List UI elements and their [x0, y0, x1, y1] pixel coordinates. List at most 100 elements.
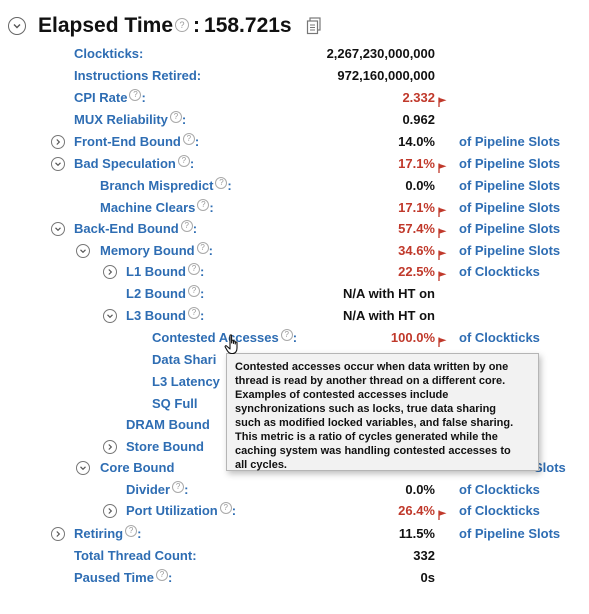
metric-label-text[interactable]: SQ Full: [152, 396, 198, 411]
metric-label-text[interactable]: Bad Speculation: [74, 156, 176, 171]
label-colon: :: [292, 330, 298, 345]
copy-icon[interactable]: [306, 17, 322, 35]
chevron-down-icon[interactable]: [76, 244, 90, 258]
metric-label[interactable]: Store Bound: [126, 437, 204, 457]
metric-label-text[interactable]: Store Bound: [126, 439, 204, 454]
help-icon[interactable]: ?: [196, 241, 209, 254]
metric-label-text[interactable]: Data Shari: [152, 352, 217, 367]
warning-flag-icon: [438, 159, 447, 173]
help-icon[interactable]: ?: [125, 524, 138, 537]
metric-value: N/A with HT on: [343, 286, 435, 301]
metric-label[interactable]: CPI Rate?:: [74, 88, 146, 108]
metric-row-back-end-bound: Back-End Bound?: 57.4% of Pipeline Slots: [0, 219, 589, 239]
help-icon[interactable]: ?: [169, 110, 182, 123]
metric-label-text[interactable]: Paused Time: [74, 570, 154, 585]
chevron-down-icon[interactable]: [76, 461, 90, 475]
metric-label[interactable]: L1 Bound?:: [126, 262, 204, 282]
metric-label[interactable]: Branch Mispredict?:: [100, 176, 232, 196]
tooltip-line: Examples of contested accesses include: [235, 389, 449, 401]
metric-label-text[interactable]: Instructions Retired:: [74, 68, 202, 83]
metric-label-text[interactable]: Contested Accesses: [152, 330, 279, 345]
metric-label-text[interactable]: L3 Latency: [152, 374, 220, 389]
metric-label-text[interactable]: CPI Rate: [74, 90, 128, 105]
metric-label[interactable]: Core Bound: [100, 458, 174, 478]
label-colon: :: [167, 570, 173, 585]
metric-label[interactable]: SQ Full: [152, 394, 198, 414]
metric-label-text[interactable]: Core Bound: [100, 460, 175, 475]
warning-flag-icon: [438, 267, 447, 281]
metric-label[interactable]: Retiring?:: [74, 524, 141, 544]
metric-unit: of Pipeline Slots: [459, 200, 561, 215]
metric-label[interactable]: Clockticks:: [74, 44, 143, 64]
metric-row-mux-reliability: MUX Reliability?: 0.962: [0, 110, 589, 130]
chevron-right-icon[interactable]: [51, 135, 65, 149]
help-icon[interactable]: ?: [177, 154, 190, 167]
contested-accesses-tooltip: Contested accesses occur when data writt…: [226, 353, 539, 471]
metric-label[interactable]: Back-End Bound?:: [74, 219, 197, 239]
metric-value: N/A with HT on: [343, 308, 435, 323]
chevron-right-icon[interactable]: [51, 527, 65, 541]
help-icon[interactable]: ?: [197, 198, 210, 211]
metric-label[interactable]: MUX Reliability?:: [74, 110, 186, 130]
elapsed-time-header: Elapsed Time ? : 158.721s: [8, 10, 322, 42]
metric-label[interactable]: Data Shari: [152, 350, 216, 370]
metric-label-text[interactable]: Total Thread Count:: [74, 548, 197, 563]
help-icon[interactable]: ?: [175, 18, 190, 32]
help-icon[interactable]: ?: [187, 284, 200, 297]
help-icon[interactable]: ?: [180, 219, 193, 232]
metric-label-text[interactable]: Back-End Bound: [74, 221, 179, 236]
chevron-down-icon[interactable]: [51, 157, 65, 171]
help-icon[interactable]: ?: [172, 480, 185, 493]
help-icon[interactable]: ?: [129, 88, 142, 101]
metric-label[interactable]: Paused Time?:: [74, 568, 172, 588]
metric-label-text[interactable]: Memory Bound: [100, 243, 195, 258]
help-icon[interactable]: ?: [187, 306, 200, 319]
chevron-right-icon[interactable]: [103, 504, 117, 518]
metric-label[interactable]: Memory Bound?:: [100, 241, 213, 261]
metric-label-text[interactable]: Branch Mispredict: [100, 178, 214, 193]
metric-label-text[interactable]: Port Utilization: [126, 503, 218, 518]
metric-label-text[interactable]: Divider: [126, 482, 171, 497]
metric-value: 972,160,000,000: [337, 68, 435, 83]
help-icon[interactable]: ?: [215, 176, 228, 189]
metric-label[interactable]: Bad Speculation?:: [74, 154, 194, 174]
chevron-down-icon[interactable]: [8, 17, 26, 35]
metric-label[interactable]: L3 Bound?:: [126, 306, 204, 326]
metric-label[interactable]: L2 Bound?:: [126, 284, 204, 304]
chevron-down-icon[interactable]: [103, 309, 117, 323]
metric-label[interactable]: DRAM Bound: [126, 415, 210, 435]
metric-label-text[interactable]: L2 Bound: [126, 286, 186, 301]
help-icon[interactable]: ?: [155, 568, 168, 581]
warning-flag-icon: [438, 224, 447, 238]
metric-row-total-thread-count: Total Thread Count: 332: [0, 546, 589, 566]
help-icon[interactable]: ?: [280, 328, 293, 341]
metric-row-bad-speculation: Bad Speculation?: 17.1% of Pipeline Slots: [0, 154, 589, 174]
metric-label[interactable]: Port Utilization?:: [126, 501, 236, 521]
metric-label-text[interactable]: Machine Clears: [100, 200, 196, 215]
tooltip-line: synchronizations such as locks, true dat…: [235, 403, 497, 415]
metric-label-text[interactable]: MUX Reliability: [74, 112, 168, 127]
metric-label[interactable]: Front-End Bound?:: [74, 132, 199, 152]
metric-label[interactable]: L3 Latency: [152, 372, 220, 392]
chevron-right-icon[interactable]: [103, 440, 117, 454]
help-icon[interactable]: ?: [187, 262, 200, 275]
chevron-right-icon[interactable]: [103, 265, 117, 279]
metric-value: 57.4%: [398, 221, 435, 236]
chevron-down-icon[interactable]: [51, 222, 65, 236]
help-icon[interactable]: ?: [219, 501, 232, 514]
metric-label[interactable]: Total Thread Count:: [74, 546, 197, 566]
metric-label[interactable]: Divider?:: [126, 480, 188, 500]
metric-label-text[interactable]: Front-End Bound: [74, 134, 181, 149]
metric-value: 0.962: [402, 112, 435, 127]
metric-label-text[interactable]: L1 Bound: [126, 264, 186, 279]
metric-unit: of Pipeline Slots: [459, 243, 561, 258]
metric-label[interactable]: Contested Accesses?:: [152, 328, 297, 348]
metric-label-text[interactable]: Clockticks:: [74, 46, 144, 61]
metric-label[interactable]: Machine Clears?:: [100, 198, 214, 218]
metric-label[interactable]: Instructions Retired:: [74, 66, 201, 86]
metric-label-text[interactable]: Retiring: [74, 526, 124, 541]
metric-value: 0.0%: [405, 178, 435, 193]
metric-label-text[interactable]: L3 Bound: [126, 308, 186, 323]
help-icon[interactable]: ?: [182, 132, 195, 145]
metric-label-text[interactable]: DRAM Bound: [126, 417, 210, 432]
